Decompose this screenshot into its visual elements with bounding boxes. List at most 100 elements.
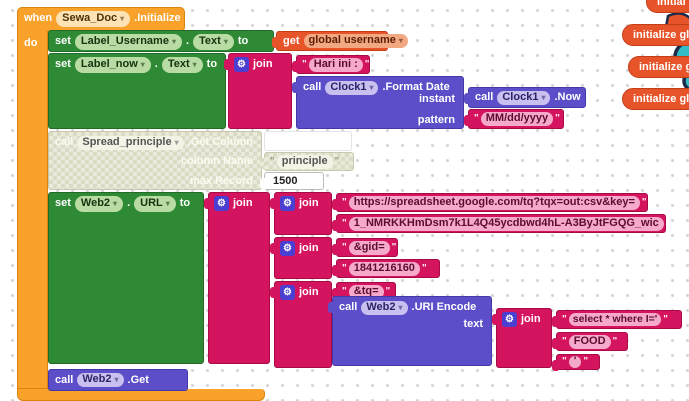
open-quote: [342, 243, 347, 253]
call-web2-uri-encode-block[interactable]: call Web2 .URI Encode text: [328, 296, 492, 366]
text-block-date-pattern[interactable]: MM/dd/yyyy: [464, 109, 564, 129]
text-block-gid-value[interactable]: 1841216160: [332, 259, 440, 278]
component-dropdown-web2[interactable]: Web2: [361, 300, 408, 315]
component-dropdown-sewa-doc[interactable]: Sewa_Doc: [56, 10, 131, 27]
open-quote: [342, 287, 347, 297]
mutator-gear-icon[interactable]: ⚙: [234, 57, 249, 72]
text-block-hari-ini[interactable]: Hari ini :: [292, 55, 370, 74]
mutator-gear-icon[interactable]: ⚙: [214, 196, 229, 211]
component-dropdown-label-now[interactable]: Label_now: [74, 56, 151, 73]
set-web2-url-block[interactable]: set Web2 . URL to: [48, 192, 204, 364]
join-block-gid[interactable]: ⚙ join: [270, 237, 332, 279]
number-block-max-record[interactable]: 1500: [260, 172, 324, 190]
join-label: join: [299, 286, 319, 298]
mutator-gear-icon[interactable]: ⚙: [280, 285, 295, 300]
text-value[interactable]: https://spreadsheet.google.com/tq?tqx=ou…: [348, 195, 640, 210]
call-web2-get-block[interactable]: call Web2 .Get: [48, 369, 188, 391]
property-dropdown-text[interactable]: Text: [161, 56, 203, 73]
text-value[interactable]: MM/dd/yyyy: [480, 112, 554, 126]
close-quote: [365, 60, 370, 70]
text-block-query-suffix[interactable]: ': [552, 354, 600, 371]
call-keyword: call: [339, 301, 358, 313]
component-dropdown-clock1[interactable]: Clock1: [497, 90, 551, 105]
variable-dropdown-global-username[interactable]: global username: [303, 34, 408, 48]
close-quote: [386, 287, 391, 297]
initialize-global-block-4[interactable]: initialize glo: [622, 88, 689, 110]
method-name-label: .Format Date: [382, 81, 450, 93]
mutator-gear-icon[interactable]: ⚙: [280, 241, 295, 256]
text-value[interactable]: &gid=: [348, 240, 390, 255]
join-block-query[interactable]: ⚙ join: [492, 308, 552, 368]
call-keyword: call: [475, 91, 494, 103]
text-block-sheet-key[interactable]: 1_NMRKKHmDsm7k1L4Q45ycdbwd4hL-A3ByJtFGQG…: [332, 214, 666, 233]
open-quote: [270, 157, 275, 167]
text-value[interactable]: principle: [276, 154, 333, 169]
close-quote: [666, 219, 671, 229]
initialize-global-label: initial: [657, 0, 686, 8]
text-value[interactable]: 1_NMRKKHmDsm7k1L4Q45ycdbwd4hL-A3ByJtFGQG…: [348, 216, 664, 231]
to-label: to: [179, 197, 191, 209]
component-dropdown-clock1[interactable]: Clock1: [325, 80, 379, 95]
initialize-global-block-2[interactable]: initialize gl: [622, 24, 689, 46]
join-label: join: [253, 58, 273, 70]
set-label-username-block[interactable]: set Label_Username . Text to: [48, 30, 274, 52]
empty-socket[interactable]: [264, 131, 352, 151]
call-clock1-now-block[interactable]: call Clock1 .Now: [464, 87, 586, 108]
set-label-now-block[interactable]: set Label_now . Text to: [48, 53, 226, 129]
set-keyword: set: [55, 197, 71, 209]
open-quote: [562, 337, 567, 347]
text-block-principle-disabled[interactable]: principle: [260, 152, 354, 171]
component-dropdown-web2[interactable]: Web2: [74, 195, 124, 212]
property-dropdown-text[interactable]: Text: [193, 33, 234, 50]
initialize-global-block-3[interactable]: initialize gl: [628, 56, 689, 78]
open-quote: [562, 357, 567, 367]
to-label: to: [237, 35, 249, 47]
method-name-label: .Get: [127, 373, 149, 386]
call-clock1-format-date-block[interactable]: call Clock1 .Format Date instant pattern: [292, 76, 464, 129]
mutator-gear-icon[interactable]: ⚙: [280, 196, 295, 211]
open-quote: [342, 264, 347, 274]
text-block-gid-param[interactable]: &gid=: [332, 238, 398, 257]
join-block-url-key[interactable]: ⚙ join: [270, 192, 332, 235]
join-block-now[interactable]: ⚙ join: [224, 53, 292, 129]
text-block-query-food[interactable]: FOOD: [552, 332, 628, 351]
dot-separator: .: [127, 197, 131, 209]
close-quote: [422, 264, 427, 274]
text-value[interactable]: select * where I=': [568, 312, 662, 327]
open-quote: [562, 315, 567, 325]
close-quote: [555, 114, 560, 124]
text-value[interactable]: Hari ini :: [308, 57, 363, 72]
method-name-label: .URI Encode: [411, 301, 477, 313]
property-dropdown-url[interactable]: URL: [134, 195, 176, 212]
set-keyword: set: [55, 58, 71, 70]
param-label-max-record: max Record: [190, 175, 253, 187]
join-label: join: [521, 313, 541, 325]
join-label: join: [299, 242, 319, 254]
join-block-tq[interactable]: ⚙ join: [270, 281, 332, 368]
initialize-global-block-1[interactable]: initial: [646, 0, 689, 13]
open-quote: [342, 198, 347, 208]
text-block-url-base[interactable]: https://spreadsheet.google.com/tq?tqx=ou…: [332, 193, 648, 212]
component-dropdown-spread-principle[interactable]: Spread_principle: [77, 135, 184, 150]
call-keyword: call: [55, 136, 74, 148]
number-value[interactable]: 1500: [273, 174, 298, 187]
component-dropdown-label-username[interactable]: Label_Username: [74, 33, 182, 50]
join-block-url-outer[interactable]: ⚙ join: [204, 192, 270, 364]
text-value[interactable]: ': [568, 356, 582, 368]
set-keyword: set: [55, 35, 71, 47]
join-label: join: [233, 197, 253, 209]
initialize-global-label: initialize gl: [639, 61, 689, 73]
close-quote: [392, 243, 397, 253]
text-value[interactable]: 1841216160: [348, 261, 420, 276]
param-label-column-name: column Name: [180, 155, 253, 167]
get-global-username-block[interactable]: get global username: [272, 31, 408, 51]
text-value[interactable]: FOOD: [568, 334, 611, 349]
dot-separator: .: [154, 58, 158, 70]
mutator-gear-icon[interactable]: ⚙: [502, 312, 517, 327]
text-block-query-prefix[interactable]: select * where I=': [552, 310, 682, 329]
component-dropdown-web2[interactable]: Web2: [77, 373, 124, 387]
text-value[interactable]: &tq=: [348, 284, 384, 299]
call-get-column-block-disabled[interactable]: call Spread_principle .Get Column column…: [48, 131, 262, 190]
when-event-block[interactable]: when Sewa_Doc .Initialize: [17, 7, 185, 32]
